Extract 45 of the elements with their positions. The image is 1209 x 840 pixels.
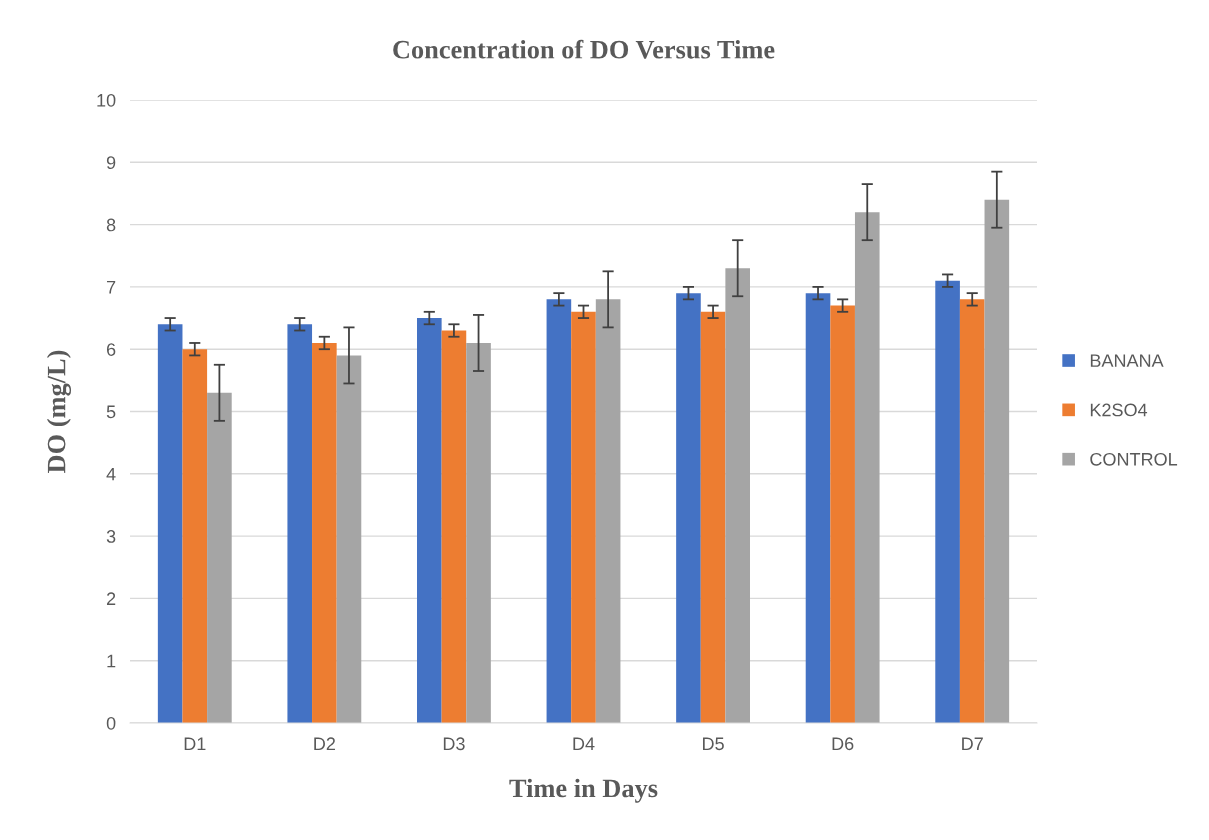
y-tick-label: 7 (107, 281, 116, 294)
bar (676, 293, 701, 723)
y-tick-label: 5 (106, 405, 116, 419)
bar (595, 299, 621, 723)
legend-label: CONTROL (1090, 452, 1178, 466)
bar (546, 299, 572, 723)
bar (571, 311, 596, 723)
bar (830, 305, 855, 723)
bar (312, 342, 337, 723)
x-tick-label: D5 (703, 737, 724, 751)
bar (287, 324, 313, 723)
y-tick-label: 8 (106, 218, 116, 232)
y-tick-label: 4 (106, 467, 116, 481)
y-tick-label: 2 (106, 592, 116, 605)
x-tick-label: D1 (184, 737, 206, 750)
bar (182, 349, 208, 723)
x-tick-label: D3 (443, 737, 465, 751)
legend-label: BANANA (1090, 354, 1164, 367)
x-tick-label: D6 (832, 737, 854, 751)
y-tick-label: 6 (106, 343, 116, 356)
bar (441, 330, 467, 723)
y-tick-label: 1 (107, 654, 116, 668)
y-tick-label: 9 (106, 156, 116, 170)
y-tick-label: 0 (106, 716, 116, 730)
bar (336, 355, 362, 723)
bar (935, 280, 960, 723)
legend-label: K2SO4 (1090, 403, 1148, 417)
bar (417, 318, 442, 723)
y-axis-title: DO (mg/L) (46, 350, 72, 473)
x-axis-title: Time in Days (509, 778, 658, 803)
bar (700, 311, 726, 723)
bar (466, 342, 491, 723)
chart-title: Concentration of DO Versus Time (393, 39, 775, 59)
x-tick-label: D7 (962, 737, 983, 750)
bar (984, 199, 1010, 723)
bar (805, 293, 831, 723)
bar (725, 268, 750, 723)
bar (207, 392, 232, 723)
bar (959, 299, 985, 723)
x-tick-label: D4 (573, 737, 595, 750)
y-tick-label: 10 (97, 93, 116, 107)
y-tick-label: 3 (106, 530, 116, 543)
bar (157, 324, 183, 723)
x-tick-label: D2 (314, 737, 335, 750)
bar (854, 212, 880, 723)
